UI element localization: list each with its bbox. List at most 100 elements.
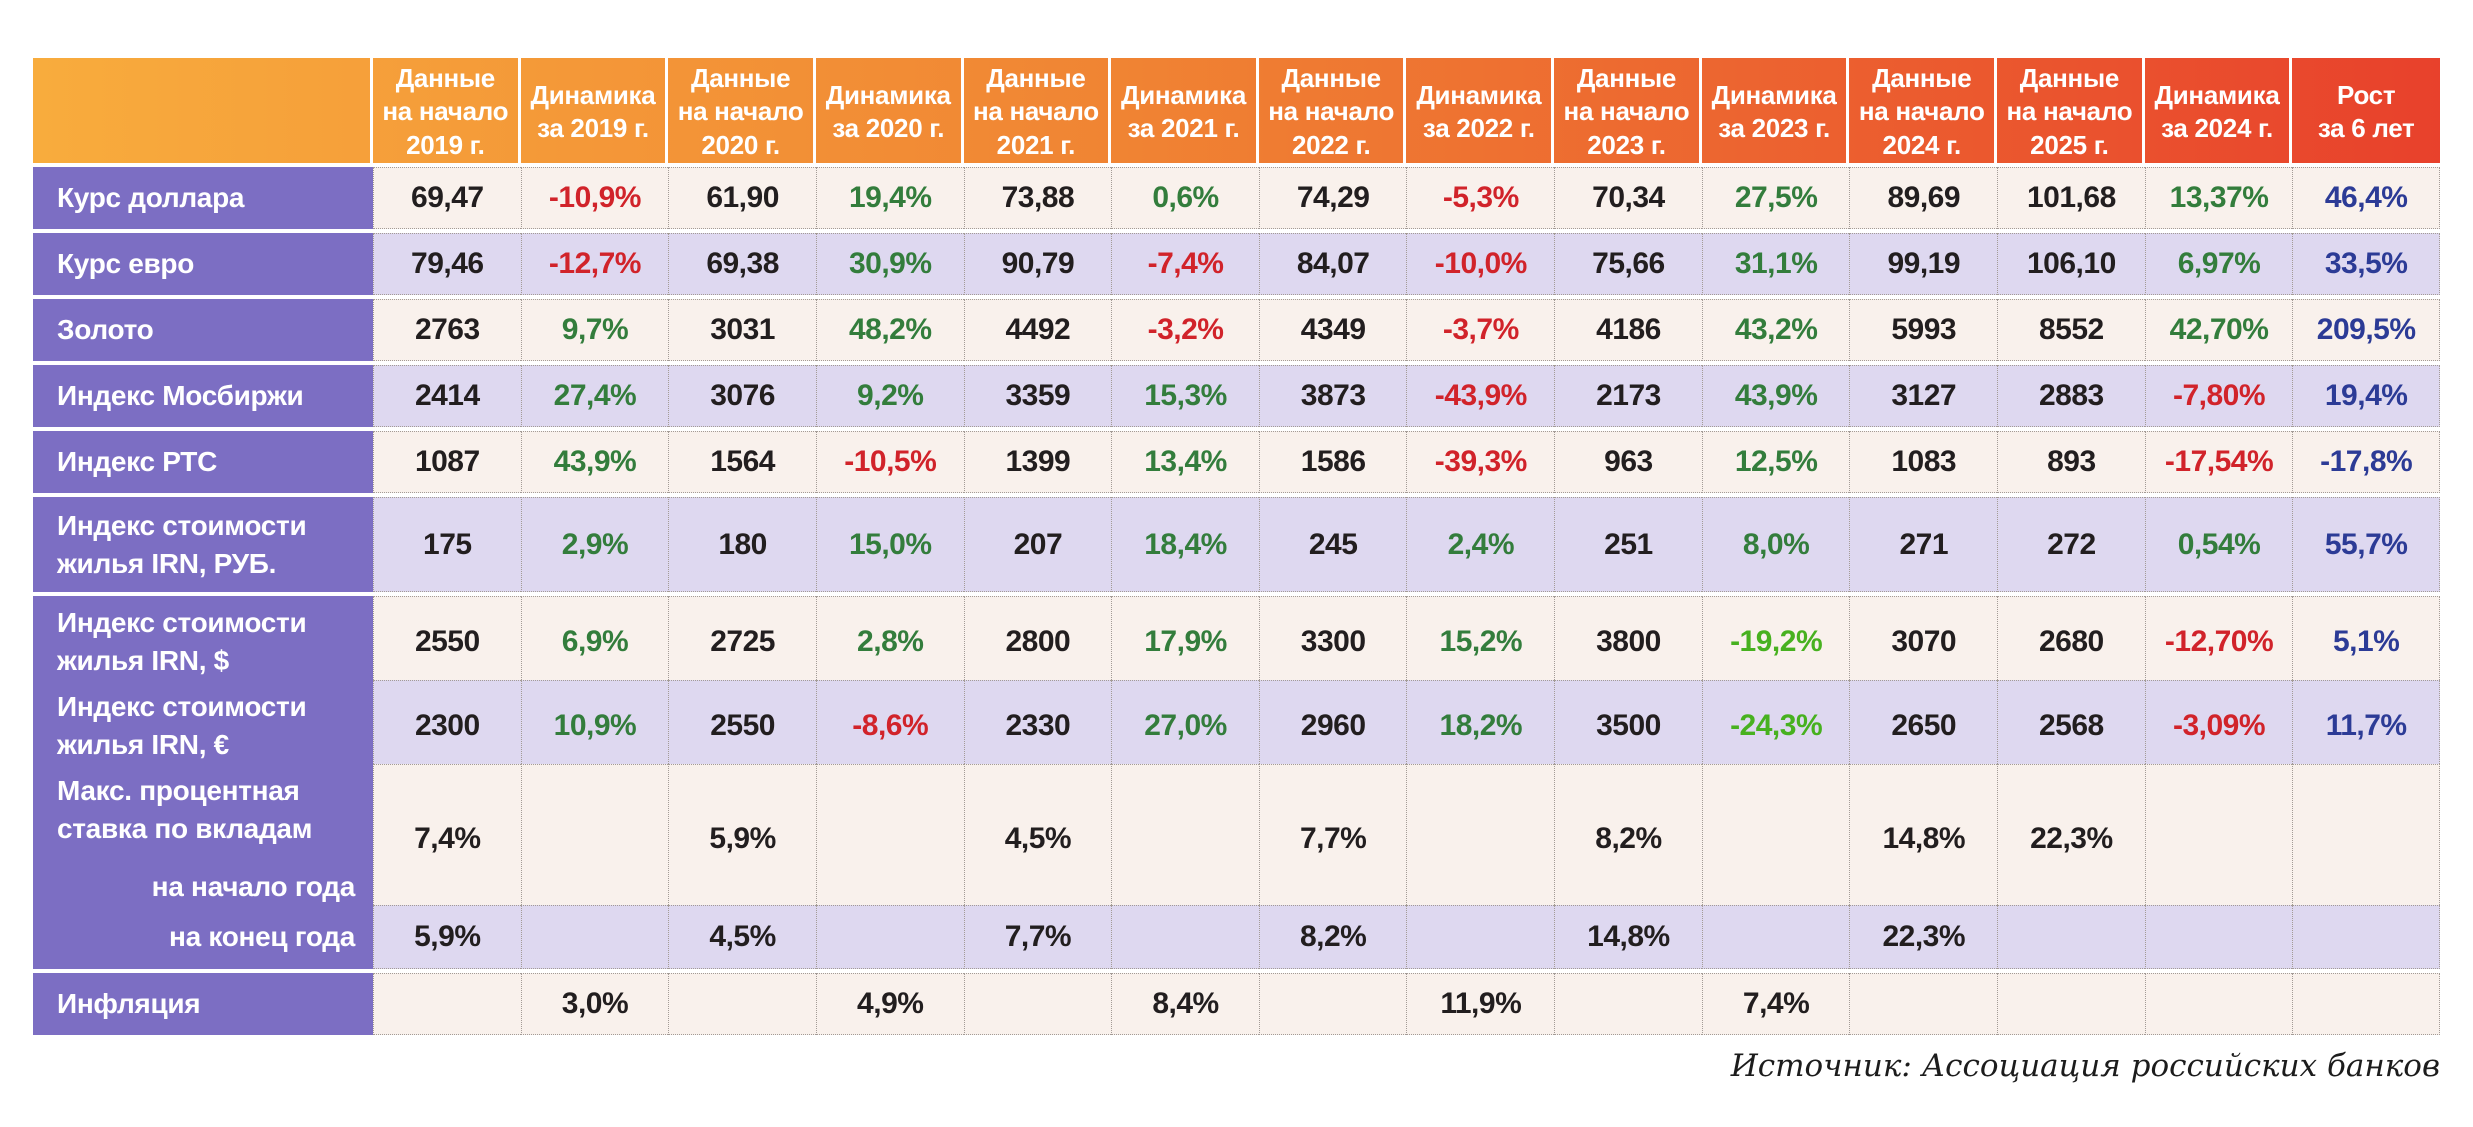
table-cell: 18,4% bbox=[1111, 497, 1259, 592]
table-cell: 14,8% bbox=[1849, 764, 1998, 914]
table-cell: -7,80% bbox=[2144, 365, 2293, 427]
table-cell bbox=[1701, 764, 1850, 914]
table-cell: 13,37% bbox=[2144, 167, 2293, 229]
table-cell bbox=[520, 764, 669, 914]
table-cell: 3031 bbox=[668, 299, 816, 361]
table-cell: 7,4% bbox=[373, 764, 521, 914]
table-cell: 4,5% bbox=[963, 764, 1112, 914]
table-cell: 2883 bbox=[1997, 365, 2145, 427]
column-header: Данные на начало 2024 г. bbox=[1849, 58, 1998, 166]
table-row: Макс. процентная ставка по вкладам на нач… bbox=[33, 764, 2440, 914]
table-row: Индекс Мосбиржи 2414 27,4% 3076 9,2% 3359 15,3… bbox=[33, 365, 2440, 427]
table-cell: 3070 bbox=[1849, 596, 1998, 688]
table-cell: 271 bbox=[1849, 497, 1998, 592]
table-cell: 0,6% bbox=[1111, 167, 1259, 229]
row-label: на конец года bbox=[33, 905, 373, 969]
table-cell: 272 bbox=[1997, 497, 2145, 592]
table-cell: 9,7% bbox=[520, 299, 669, 361]
table-cell: 2330 bbox=[963, 680, 1112, 772]
financial-table: Данные на начало 2019 г. Динамика за 2019… bbox=[33, 58, 2440, 1035]
table-cell: 2680 bbox=[1997, 596, 2145, 688]
table-cell: 69,38 bbox=[668, 233, 816, 295]
table-cell bbox=[2144, 764, 2293, 914]
table-cell: 1083 bbox=[1849, 431, 1998, 493]
table-cell bbox=[1997, 905, 2145, 969]
table-cell: 2,9% bbox=[520, 497, 669, 592]
table-cell: 2300 bbox=[373, 680, 521, 772]
table-cell: 2550 bbox=[668, 680, 816, 772]
table-cell: 8,0% bbox=[1701, 497, 1850, 592]
table-cell bbox=[520, 905, 669, 969]
table-cell bbox=[1258, 973, 1407, 1035]
table-cell: 43,9% bbox=[520, 431, 669, 493]
corner-cell bbox=[33, 58, 373, 166]
table-cell bbox=[963, 973, 1112, 1035]
table-cell: 84,07 bbox=[1258, 233, 1407, 295]
table-cell: -17,8% bbox=[2292, 431, 2440, 493]
table-cell: 2414 bbox=[373, 365, 521, 427]
table-cell bbox=[1406, 764, 1555, 914]
table-cell: 3300 bbox=[1258, 596, 1407, 688]
table-cell: 2763 bbox=[373, 299, 521, 361]
table-cell: 18,2% bbox=[1406, 680, 1555, 772]
table-row: Индекс стоимости жилья IRN, €2300 10,9% 25… bbox=[33, 680, 2440, 772]
row-label: Курс доллара bbox=[33, 167, 373, 229]
table-cell: 106,10 bbox=[1997, 233, 2145, 295]
table-row: Индекс РТС 1087 43,9% 1564 -10,5% 1399 13,4% 15… bbox=[33, 431, 2440, 493]
table-cell: 245 bbox=[1258, 497, 1407, 592]
table-cell bbox=[815, 764, 964, 914]
table-cell: 48,2% bbox=[815, 299, 964, 361]
table-cell bbox=[2292, 973, 2440, 1035]
table-cell bbox=[1111, 764, 1259, 914]
row-label: Индекс стоимости жилья IRN, $ bbox=[33, 596, 373, 688]
table-cell: 90,79 bbox=[963, 233, 1112, 295]
row-label: Индекс Мосбиржи bbox=[33, 365, 373, 427]
table-cell: 893 bbox=[1997, 431, 2145, 493]
table-cell: 10,9% bbox=[520, 680, 669, 772]
table-row: Курс доллара 69,47 -10,9% 61,90 19,4% 73,88 0,… bbox=[33, 167, 2440, 229]
table-row: Индекс стоимости жилья IRN, $2550 6,9% 272… bbox=[33, 596, 2440, 688]
table-cell: 9,2% bbox=[815, 365, 964, 427]
table-cell: 7,7% bbox=[1258, 764, 1407, 914]
table-cell: -12,70% bbox=[2144, 596, 2293, 688]
row-label: Инфляция bbox=[33, 973, 373, 1035]
table-cell bbox=[1406, 905, 1555, 969]
table-cell: 43,2% bbox=[1701, 299, 1850, 361]
table-cell: -10,5% bbox=[815, 431, 964, 493]
table-cell: 61,90 bbox=[668, 167, 816, 229]
table-cell: 1087 bbox=[373, 431, 521, 493]
table-cell: 15,0% bbox=[815, 497, 964, 592]
table-cell: -10,9% bbox=[520, 167, 669, 229]
table-cell: 19,4% bbox=[815, 167, 964, 229]
row-label: Золото bbox=[33, 299, 373, 361]
table-cell bbox=[1701, 905, 1850, 969]
table-cell: 5,9% bbox=[373, 905, 521, 969]
table-cell bbox=[1554, 973, 1702, 1035]
table-cell: -17,54% bbox=[2144, 431, 2293, 493]
table-cell: 27,5% bbox=[1701, 167, 1850, 229]
column-header: Рост за 6 лет bbox=[2317, 79, 2415, 143]
table-cell: 74,29 bbox=[1258, 167, 1407, 229]
table-cell: 8,4% bbox=[1111, 973, 1259, 1035]
table-cell: 13,4% bbox=[1111, 431, 1259, 493]
table-cell: 33,5% bbox=[2292, 233, 2440, 295]
table-cell: 2550 bbox=[373, 596, 521, 688]
table-cell: 6,9% bbox=[520, 596, 669, 688]
table-cell: -5,3% bbox=[1406, 167, 1555, 229]
table-cell bbox=[1997, 973, 2145, 1035]
table-cell: 15,3% bbox=[1111, 365, 1259, 427]
column-header: Данные на начало 2020 г. bbox=[668, 58, 816, 166]
table-cell: 69,47 bbox=[373, 167, 521, 229]
table-cell: 180 bbox=[668, 497, 816, 592]
header-row: Данные на начало 2019 г. Динамика за 2019… bbox=[33, 58, 2440, 166]
table-cell: 101,68 bbox=[1997, 167, 2145, 229]
table-cell: 963 bbox=[1554, 431, 1702, 493]
table-cell: -3,7% bbox=[1406, 299, 1555, 361]
table-cell: 6,97% bbox=[2144, 233, 2293, 295]
table-cell: 3359 bbox=[963, 365, 1112, 427]
table-cell: -43,9% bbox=[1406, 365, 1555, 427]
table-cell: 3873 bbox=[1258, 365, 1407, 427]
source-note: Источник: Ассоциация российских банков bbox=[1730, 1048, 2440, 1084]
table-cell: -19,2% bbox=[1701, 596, 1850, 688]
table-cell: 5,9% bbox=[668, 764, 816, 914]
